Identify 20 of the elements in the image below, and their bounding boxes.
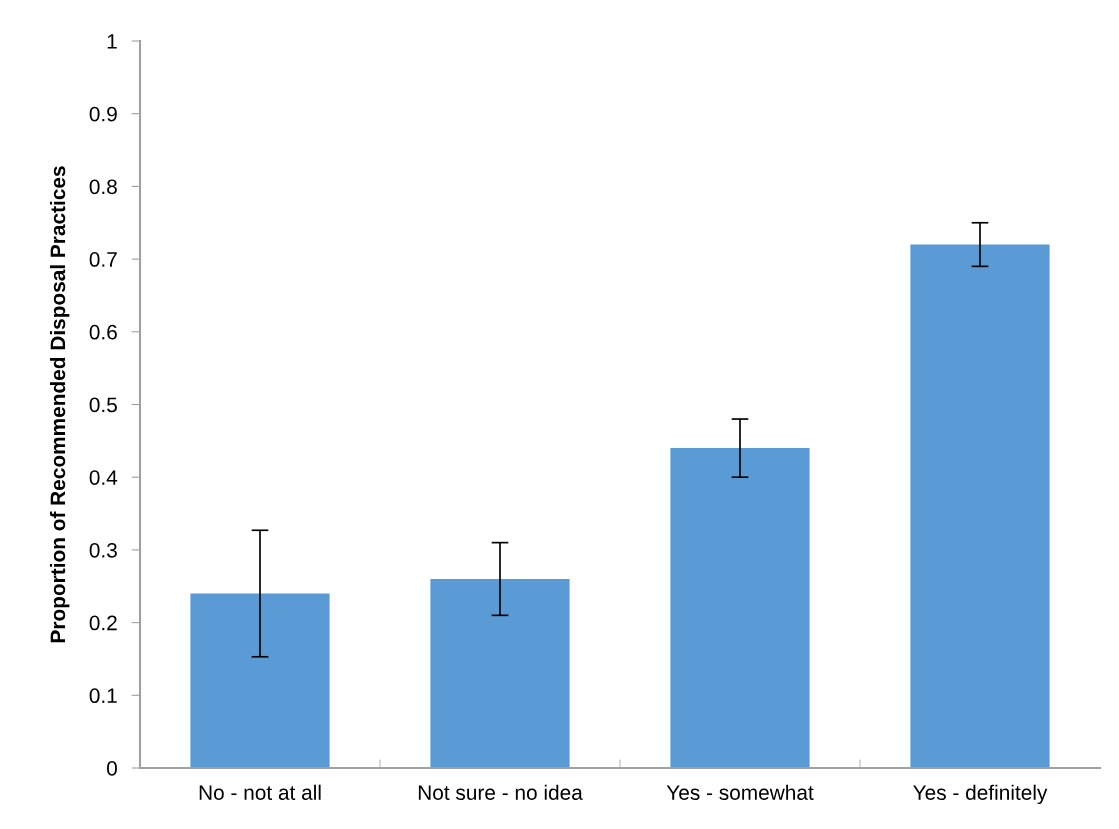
y-tick-label: 0.8 (89, 179, 117, 195)
y-axis-title: Proportion of Recommended Disposal Practices (49, 166, 70, 643)
y-tick-label: 0.7 (89, 252, 117, 267)
y-tick-label: 0.5 (89, 397, 117, 413)
bar (910, 244, 1050, 768)
y-tick-label: 0.1 (89, 688, 117, 704)
x-tick-label: Not sure - no idea (418, 784, 583, 800)
x-tick-label: Yes - somewhat (666, 784, 814, 800)
y-tick-label: 1 (107, 34, 117, 49)
y-tick-label: 0.9 (89, 106, 117, 122)
y-tick-label: 0.6 (89, 324, 117, 340)
x-tick-label: No - not at all (199, 784, 321, 800)
bar (190, 593, 330, 768)
bar (670, 448, 810, 768)
x-tick-label: Yes - definitely (913, 784, 1048, 805)
y-tick-label: 0.4 (89, 470, 118, 485)
y-tick-label: 0.3 (89, 542, 117, 558)
y-tick-label: 0 (107, 761, 117, 776)
bar (430, 578, 570, 768)
y-tick-label: 0.2 (89, 615, 117, 631)
